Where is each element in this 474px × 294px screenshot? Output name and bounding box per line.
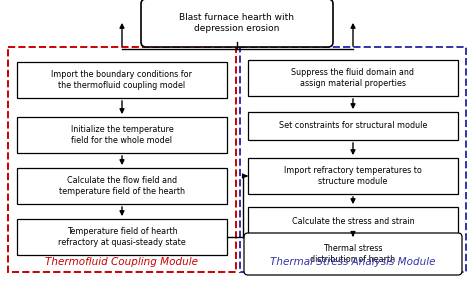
Bar [17, 168, 227, 204]
Text: Thermal Stress Analysis Module: Thermal Stress Analysis Module [270, 257, 436, 267]
FancyBboxPatch shape [141, 0, 333, 47]
Text: Thermal stress
distribution of hearth: Thermal stress distribution of hearth [310, 244, 396, 264]
Bar [248, 207, 458, 235]
Bar [248, 158, 458, 194]
Bar [17, 62, 227, 98]
Bar [240, 47, 466, 272]
Text: Initialize the temperature
field for the whole model: Initialize the temperature field for the… [71, 125, 173, 145]
Text: Calculate the stress and strain: Calculate the stress and strain [292, 216, 414, 225]
Text: Calculate the flow field and
temperature field of the hearth: Calculate the flow field and temperature… [59, 176, 185, 196]
Bar [17, 219, 227, 255]
Text: Import the boundary conditions for
the thermofluid coupling model: Import the boundary conditions for the t… [52, 70, 192, 90]
Text: Blast furnace hearth with
depression erosion: Blast furnace hearth with depression ero… [180, 13, 294, 33]
Bar [248, 112, 458, 140]
Text: Thermofluid Coupling Module: Thermofluid Coupling Module [46, 257, 199, 267]
Text: Set constraints for structural module: Set constraints for structural module [279, 121, 427, 131]
FancyBboxPatch shape [244, 233, 462, 275]
Text: Import refractory temperatures to
structure module: Import refractory temperatures to struct… [284, 166, 422, 186]
Text: Temperature field of hearth
refractory at quasi-steady state: Temperature field of hearth refractory a… [58, 227, 186, 247]
Bar [248, 60, 458, 96]
Bar [17, 117, 227, 153]
Text: Suppress the fluid domain and
assign material properties: Suppress the fluid domain and assign mat… [292, 68, 414, 88]
Bar [8, 47, 236, 272]
